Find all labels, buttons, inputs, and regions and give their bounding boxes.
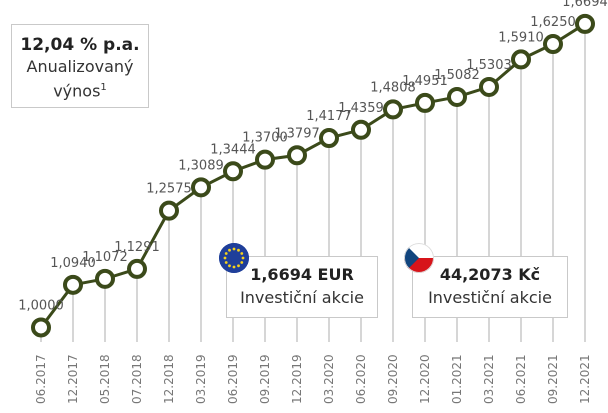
data-point — [159, 200, 179, 221]
eu-star — [232, 247, 236, 251]
x-tick-label: 06.2021 — [514, 354, 528, 404]
eur-price-box: 1,6694 EUR Investiční akcie — [226, 256, 378, 318]
data-label: 1,4359 — [338, 101, 384, 116]
x-tick-label: 05.2018 — [98, 354, 112, 404]
data-label: 1,1291 — [114, 240, 160, 255]
data-point — [511, 49, 531, 70]
x-tick-label: 12.2019 — [290, 354, 304, 404]
eu-star — [232, 265, 236, 269]
data-label: 1,4808 — [370, 80, 416, 95]
czk-share-class-label: Investiční akcie — [428, 288, 552, 307]
czk-price-box: 44,2073 Kč Investiční akcie — [412, 256, 568, 318]
data-label: 1,3797 — [274, 126, 320, 141]
eu-flag-icon — [219, 243, 249, 273]
data-point — [95, 268, 115, 289]
x-tick-label: 12.2018 — [162, 354, 176, 404]
data-point — [383, 99, 403, 120]
eu-star — [241, 256, 245, 260]
data-label: 1,4177 — [306, 109, 352, 124]
x-tick-label: 09.2019 — [258, 354, 272, 404]
data-label: 1,3444 — [210, 142, 256, 157]
data-point — [351, 119, 371, 140]
annualized-yield-value: 12,04 % p.a. — [20, 35, 140, 55]
eu-star — [228, 264, 231, 268]
annualized-yield-label: Anualizovaný výnos1 — [26, 57, 134, 101]
data-label: 1,3089 — [178, 158, 224, 173]
eu-star — [224, 252, 228, 255]
data-label: 1,5082 — [434, 68, 480, 83]
czk-price-value: 44,2073 Kč — [439, 265, 541, 284]
eu-star — [240, 252, 244, 255]
data-label: 1,1072 — [82, 250, 128, 265]
eu-star — [237, 248, 240, 252]
x-tick-label: 06.2020 — [354, 354, 368, 404]
data-label: 1,4951 — [402, 74, 448, 89]
x-tick-label: 09.2021 — [546, 354, 560, 404]
x-tick-label: 12.2020 — [418, 354, 432, 404]
x-tick-label: 06.2019 — [226, 354, 240, 404]
data-point — [479, 76, 499, 97]
data-point — [543, 34, 563, 55]
data-point — [575, 13, 595, 34]
eur-price-value: 1,6694 EUR — [250, 265, 354, 284]
data-label: 1,5910 — [498, 30, 544, 45]
data-point — [287, 145, 307, 166]
data-point — [127, 258, 147, 279]
x-tick-label: 07.2018 — [130, 354, 144, 404]
eu-star — [223, 256, 227, 260]
data-point — [223, 161, 243, 182]
data-point — [255, 149, 275, 170]
x-tick-label: 12.2021 — [578, 354, 592, 404]
eur-share-class-label: Investiční akcie — [240, 288, 364, 307]
eu-star — [228, 248, 231, 252]
czech-flag-icon — [404, 243, 434, 273]
data-label: 1,3700 — [242, 131, 288, 146]
data-label: 1,0940 — [50, 256, 96, 271]
data-label: 1,0000 — [18, 298, 64, 313]
x-tick-label: 06.2017 — [34, 354, 48, 404]
footnote-marker: 1 — [100, 82, 107, 93]
data-point — [63, 274, 83, 295]
x-tick-label: 01.2021 — [450, 354, 464, 404]
eu-star — [240, 261, 244, 264]
x-tick-label: 03.2021 — [482, 354, 496, 404]
x-tick-label: 09.2020 — [386, 354, 400, 404]
x-tick-label: 03.2019 — [194, 354, 208, 404]
x-tick-label: 03.2020 — [322, 354, 336, 404]
eu-star — [237, 264, 240, 268]
annualized-yield-box: 12,04 % p.a. Anualizovaný výnos1 — [11, 24, 149, 108]
data-point — [447, 86, 467, 107]
data-label: 1,2575 — [146, 182, 192, 197]
data-point — [415, 92, 435, 113]
data-label: 1,6250 — [530, 15, 576, 30]
x-tick-label: 12.2017 — [66, 354, 80, 404]
eu-star — [224, 261, 228, 264]
data-label: 1,6694 — [562, 0, 608, 10]
data-point — [319, 128, 339, 149]
data-point — [31, 317, 51, 338]
data-label: 1,5303 — [466, 58, 512, 73]
data-point — [191, 177, 211, 198]
